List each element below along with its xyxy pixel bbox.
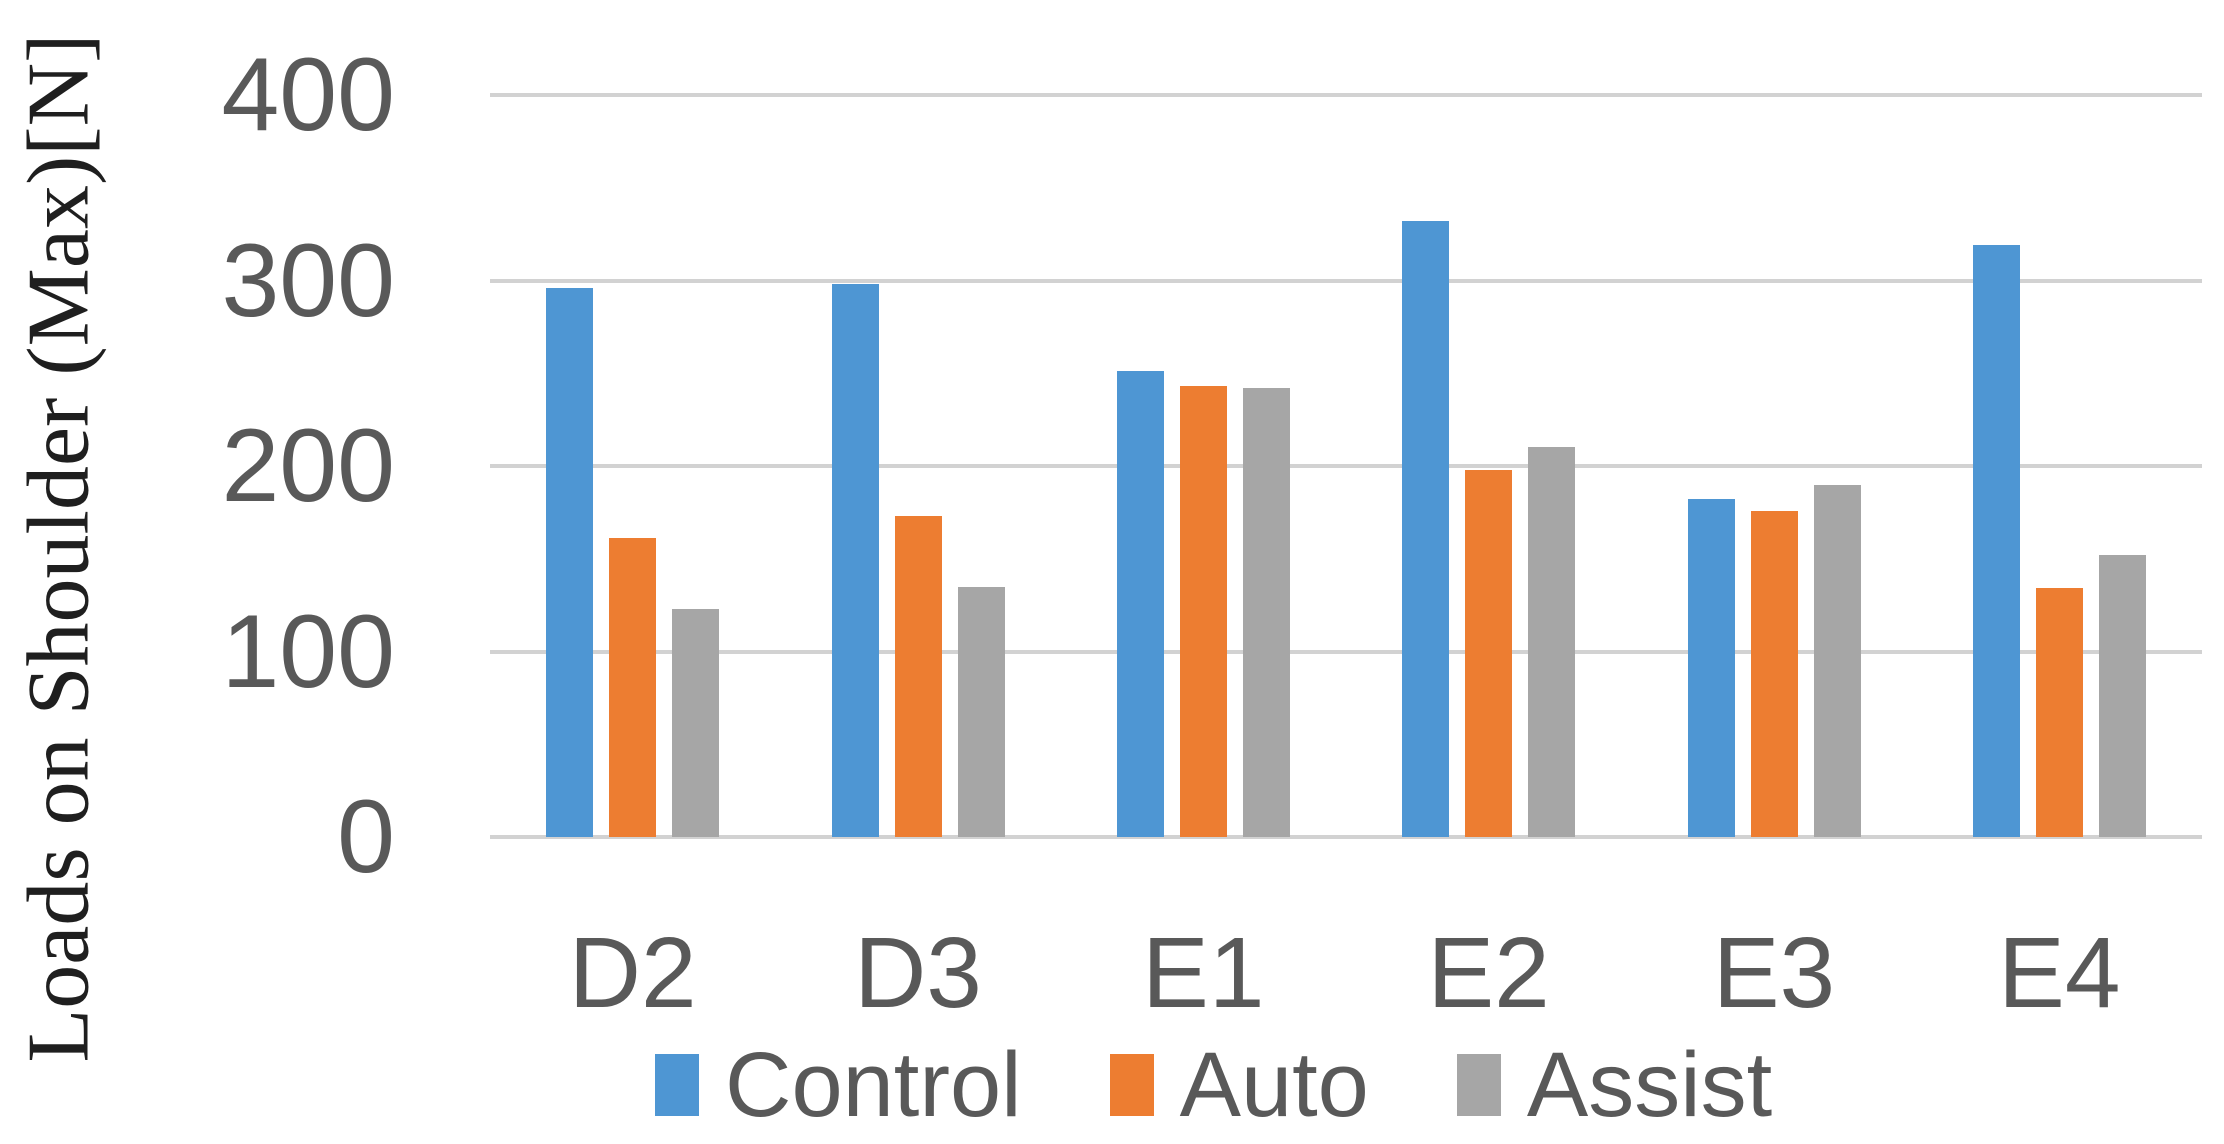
- bar-control-e3: [1687, 499, 1735, 837]
- y-tick-label: 400: [221, 37, 395, 153]
- plot-area: [490, 93, 2202, 839]
- y-tick-label: 300: [221, 222, 395, 339]
- bar-control-d3: [831, 284, 879, 837]
- x-category-label: E3: [1712, 917, 1836, 1029]
- x-category-label: E4: [1998, 917, 2121, 1029]
- legend: Control Auto Assist: [655, 1026, 1772, 1144]
- legend-item-auto: Auto: [1109, 1034, 1369, 1136]
- bar-auto-e2: [1465, 469, 1513, 837]
- bars-layer: [490, 95, 2202, 837]
- bar-control-e1: [1116, 371, 1164, 837]
- x-category-label: D2: [568, 917, 697, 1029]
- legend-item-control: Control: [655, 1039, 1022, 1131]
- bar-auto-e4: [2035, 588, 2083, 837]
- bar-control-e4: [1972, 245, 2020, 837]
- gridline: [490, 835, 2202, 839]
- bar-control-e2: [1402, 221, 1450, 837]
- legend-label-auto: Auto: [1179, 1034, 1369, 1136]
- y-tick-label: 0: [337, 779, 395, 895]
- gridline: [490, 278, 2202, 283]
- bar-auto-d2: [609, 538, 657, 837]
- bar-assist-d3: [957, 586, 1005, 837]
- gridline: [490, 464, 2202, 468]
- legend-item-assist: Assist: [1456, 1034, 1773, 1136]
- legend-label-assist: Assist: [1526, 1034, 1773, 1136]
- x-category-label: D3: [854, 917, 982, 1029]
- y-tick-label: 200: [221, 408, 395, 524]
- x-axis-labels: D2 D3 E1 E2 E3 E4: [490, 912, 2202, 1034]
- y-tick-labels: 400 300 200 100 0: [0, 43, 395, 889]
- bar-auto-e1: [1179, 386, 1227, 837]
- y-tick-label: 100: [221, 593, 395, 710]
- bar-assist-e2: [1528, 447, 1576, 837]
- bar-assist-e1: [1242, 388, 1290, 837]
- gridline: [490, 93, 2202, 97]
- bar-assist-e4: [2098, 555, 2146, 837]
- x-category-label: E2: [1427, 917, 1550, 1029]
- legend-label-control: Control: [725, 1034, 1022, 1136]
- bar-assist-e3: [1813, 484, 1861, 837]
- bar-auto-d3: [894, 516, 942, 837]
- legend-swatch-control: [655, 1054, 699, 1116]
- legend-swatch-assist: [1456, 1054, 1501, 1116]
- legend-swatch-auto: [1109, 1054, 1154, 1116]
- bar-control-d2: [546, 287, 594, 837]
- gridline: [490, 649, 2202, 654]
- x-category-label: E1: [1142, 917, 1265, 1029]
- bar-assist-d2: [672, 608, 720, 837]
- gridlines: [490, 93, 2202, 839]
- bar-auto-e3: [1750, 510, 1798, 837]
